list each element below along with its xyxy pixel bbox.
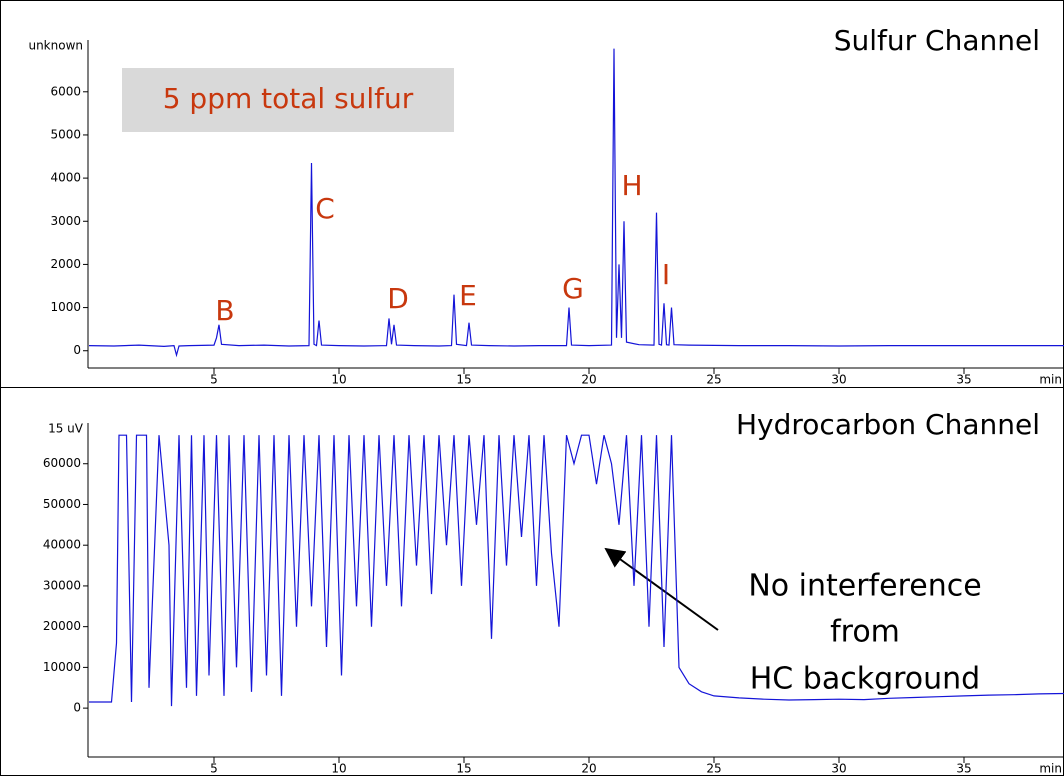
y-tick-label: 0 xyxy=(73,701,81,715)
x-tick-label: 30 xyxy=(831,373,846,387)
x-tick-label: 25 xyxy=(706,762,721,776)
y-tick-label: 50000 xyxy=(43,497,81,511)
y-tick-label: 20000 xyxy=(43,619,81,633)
x-tick-label: 30 xyxy=(831,762,846,776)
y-tick-label: 60000 xyxy=(43,456,81,470)
x-tick-label: 35 xyxy=(956,373,971,387)
annotation: from xyxy=(830,615,900,650)
annotation: 5 ppm total sulfur xyxy=(163,82,414,115)
x-tick-label: 5 xyxy=(210,373,218,387)
y-tick-label: 2000 xyxy=(50,257,81,271)
annotation: I xyxy=(662,258,670,291)
annotation: C xyxy=(315,192,335,225)
y-tick-label: 6000 xyxy=(50,84,81,98)
annotation: HC background xyxy=(750,662,980,697)
x-tick-label: 20 xyxy=(581,373,596,387)
y-tick-label: 0 xyxy=(73,343,81,357)
panel-title: Sulfur Channel xyxy=(834,24,1040,57)
x-unit-label: min xyxy=(1039,762,1062,776)
x-tick-label: 5 xyxy=(210,762,218,776)
annotation: E xyxy=(459,279,477,312)
note-box xyxy=(122,68,454,132)
trace xyxy=(88,48,1064,358)
y-tick-label: 4000 xyxy=(50,171,81,185)
x-unit-label: min xyxy=(1039,373,1062,387)
trace xyxy=(89,434,1064,707)
x-tick-label: 25 xyxy=(706,373,721,387)
annotation: H xyxy=(621,169,642,202)
y-tick-label: 3000 xyxy=(50,214,81,228)
x-tick-label: 10 xyxy=(331,762,346,776)
annotation: D xyxy=(387,282,409,315)
x-tick-label: 15 xyxy=(456,373,471,387)
y-tick-label: 5000 xyxy=(50,127,81,141)
y-tick-label: 40000 xyxy=(43,538,81,552)
annotation: No interference xyxy=(748,569,981,604)
x-tick-label: 10 xyxy=(331,373,346,387)
x-tick-label: 35 xyxy=(956,762,971,776)
y-tick-label: 1000 xyxy=(50,300,81,314)
y-unit-label: unknown xyxy=(28,39,83,53)
panel-title: Hydrocarbon Channel xyxy=(736,408,1040,441)
y-tick-label: 30000 xyxy=(43,578,81,592)
y-unit-label: 15 uV xyxy=(48,422,84,436)
x-tick-label: 20 xyxy=(581,762,596,776)
x-tick-label: 15 xyxy=(456,762,471,776)
annotation: B xyxy=(215,294,234,327)
annotation: G xyxy=(562,272,584,305)
y-tick-label: 10000 xyxy=(43,660,81,674)
